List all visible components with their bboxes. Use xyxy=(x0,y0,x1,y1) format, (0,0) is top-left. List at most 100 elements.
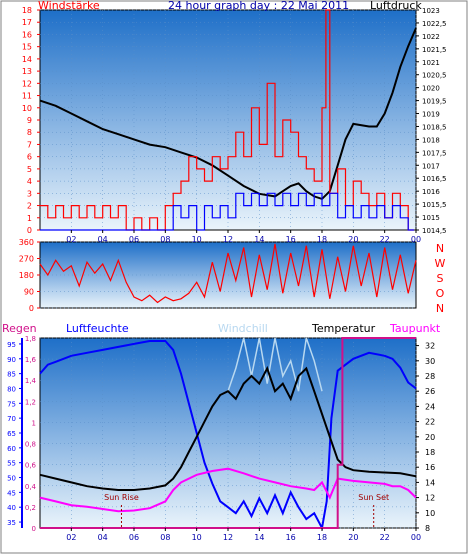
y-tick-label-pressure: 1015,5 xyxy=(422,201,447,209)
y-tick-label-humidity: 85 xyxy=(7,371,16,379)
direction-label-n: N xyxy=(436,302,444,315)
x-tick-label: 18 xyxy=(317,235,327,244)
rain-axis-title: Regen xyxy=(2,322,37,335)
x-tick-label: 04 xyxy=(98,533,108,542)
x-tick-label: 08 xyxy=(160,533,170,542)
x-tick-label: 14 xyxy=(254,235,264,244)
y-tick-label-temp: 14 xyxy=(425,478,435,487)
y-tick-label-wind: 17 xyxy=(22,18,32,27)
y-tick-label-rain: 0 xyxy=(32,525,36,533)
y-tick-label-direction: 0 xyxy=(29,304,34,313)
y-tick-label-wind: 12 xyxy=(22,79,32,88)
y-tick-label-pressure: 1016,5 xyxy=(422,175,447,183)
y-tick-label-temp: 12 xyxy=(425,494,435,503)
y-tick-label-direction: 90 xyxy=(24,288,34,297)
y-tick-label-pressure: 1017,5 xyxy=(422,149,447,157)
y-tick-label-humidity: 60 xyxy=(7,445,16,453)
y-tick-label-pressure: 1017 xyxy=(422,162,440,170)
x-tick-label: 22 xyxy=(380,235,390,244)
rain-series-line xyxy=(40,337,416,529)
y-tick-label-humidity: 45 xyxy=(7,489,16,497)
y-tick-label-rain: 1,6 xyxy=(25,356,37,364)
y-tick-label-temp: 16 xyxy=(425,463,435,472)
dewpoint-axis-title: Taupunkt xyxy=(389,322,441,335)
y-tick-label-direction: 180 xyxy=(19,271,34,280)
x-tick-label: 20 xyxy=(348,235,358,244)
y-tick-label-rain: 1,4 xyxy=(25,377,37,385)
y-tick-label-pressure: 1016 xyxy=(422,188,440,196)
y-tick-label-pressure: 1018,5 xyxy=(422,123,447,131)
y-tick-label-temp: 26 xyxy=(425,387,435,396)
y-tick-label-direction: 270 xyxy=(19,255,34,264)
temperature-series-line xyxy=(39,365,417,491)
y-tick-label-pressure: 1022 xyxy=(422,33,440,41)
temperature-axis-title: Temperatur xyxy=(311,322,376,335)
y-tick-label-pressure: 1014,5 xyxy=(422,227,447,235)
x-tick-label: 16 xyxy=(286,533,296,542)
y-tick-label-pressure: 1021 xyxy=(422,59,440,67)
y-tick-label-temp: 20 xyxy=(425,433,435,442)
y-tick-label-wind: 9 xyxy=(27,116,32,125)
y-tick-label-wind: 3 xyxy=(27,189,32,198)
y-tick-label-wind: 15 xyxy=(22,43,32,52)
y-tick-label-rain: 0,2 xyxy=(25,504,36,512)
y-tick-label-wind: 4 xyxy=(27,177,32,186)
windchill-series-line xyxy=(227,337,323,392)
y-tick-label-wind: 7 xyxy=(27,140,32,149)
x-tick-label: 02 xyxy=(66,533,76,542)
windchill-axis-title: Windchill xyxy=(218,322,268,335)
y-tick-label-pressure: 1015 xyxy=(422,214,440,222)
y-tick-label-wind: 10 xyxy=(22,104,32,113)
y-tick-label-humidity: 50 xyxy=(7,475,16,483)
y-tick-label-rain: 0,8 xyxy=(25,441,36,449)
x-tick-label: 16 xyxy=(286,235,296,244)
x-tick-label: 10 xyxy=(192,533,202,542)
y-tick-label-pressure: 1020 xyxy=(422,85,440,93)
direction-label-w: W xyxy=(435,257,446,270)
y-tick-label-temp: 8 xyxy=(425,524,430,533)
y-tick-label-humidity: 80 xyxy=(7,385,16,393)
y-tick-label-rain: 1 xyxy=(32,419,36,427)
y-tick-label-pressure: 1021,5 xyxy=(422,46,447,54)
y-tick-label-temp: 30 xyxy=(425,357,435,366)
y-tick-label-pressure: 1022,5 xyxy=(422,20,447,28)
y-tick-label-rain: 0,4 xyxy=(25,483,37,491)
x-tick-label: 04 xyxy=(98,235,108,244)
y-tick-label-humidity: 90 xyxy=(7,356,16,364)
chart-title: 24 hour graph day : 22 Mai 2011 xyxy=(168,0,349,12)
y-tick-label-wind: 1 xyxy=(27,214,32,223)
humidity-series-line xyxy=(39,340,417,532)
y-tick-label-pressure: 1023 xyxy=(422,7,440,15)
y-tick-label-wind: 11 xyxy=(22,92,32,101)
y-tick-label-wind: 0 xyxy=(27,226,32,235)
gust-series-line xyxy=(40,192,414,231)
y-tick-label-temp: 10 xyxy=(425,509,435,518)
y-tick-label-pressure: 1018 xyxy=(422,136,440,144)
y-tick-label-wind: 18 xyxy=(22,6,32,15)
y-tick-label-wind: 2 xyxy=(27,202,32,211)
x-tick-label: 14 xyxy=(254,533,264,542)
y-tick-label-temp: 18 xyxy=(425,448,435,457)
y-tick-label-humidity: 75 xyxy=(7,400,16,408)
y-tick-label-wind: 13 xyxy=(22,67,32,76)
direction-series-line xyxy=(39,243,417,304)
y-tick-label-direction: 360 xyxy=(19,238,34,247)
wind-axis-title: Windstärke xyxy=(38,0,100,12)
x-tick-label: 00 xyxy=(411,235,421,244)
x-tick-label: 06 xyxy=(129,533,139,542)
y-tick-label-humidity: 95 xyxy=(7,341,16,349)
y-tick-label-humidity: 70 xyxy=(7,415,16,423)
sun-rise-annotation: Sun Rise xyxy=(104,493,139,502)
y-tick-label-rain: 1,2 xyxy=(25,398,36,406)
direction-label-s: S xyxy=(437,272,444,285)
y-tick-label-humidity: 55 xyxy=(7,460,16,468)
y-tick-label-pressure: 1019,5 xyxy=(422,98,447,106)
direction-label-o: O xyxy=(436,287,445,300)
y-tick-label-wind: 8 xyxy=(27,128,32,137)
y-tick-label-temp: 24 xyxy=(425,402,435,411)
sun-set-annotation: Sun Set xyxy=(358,493,389,502)
y-tick-label-humidity: 35 xyxy=(7,519,16,527)
x-tick-label: 18 xyxy=(317,533,327,542)
y-tick-label-temp: 32 xyxy=(425,342,435,351)
